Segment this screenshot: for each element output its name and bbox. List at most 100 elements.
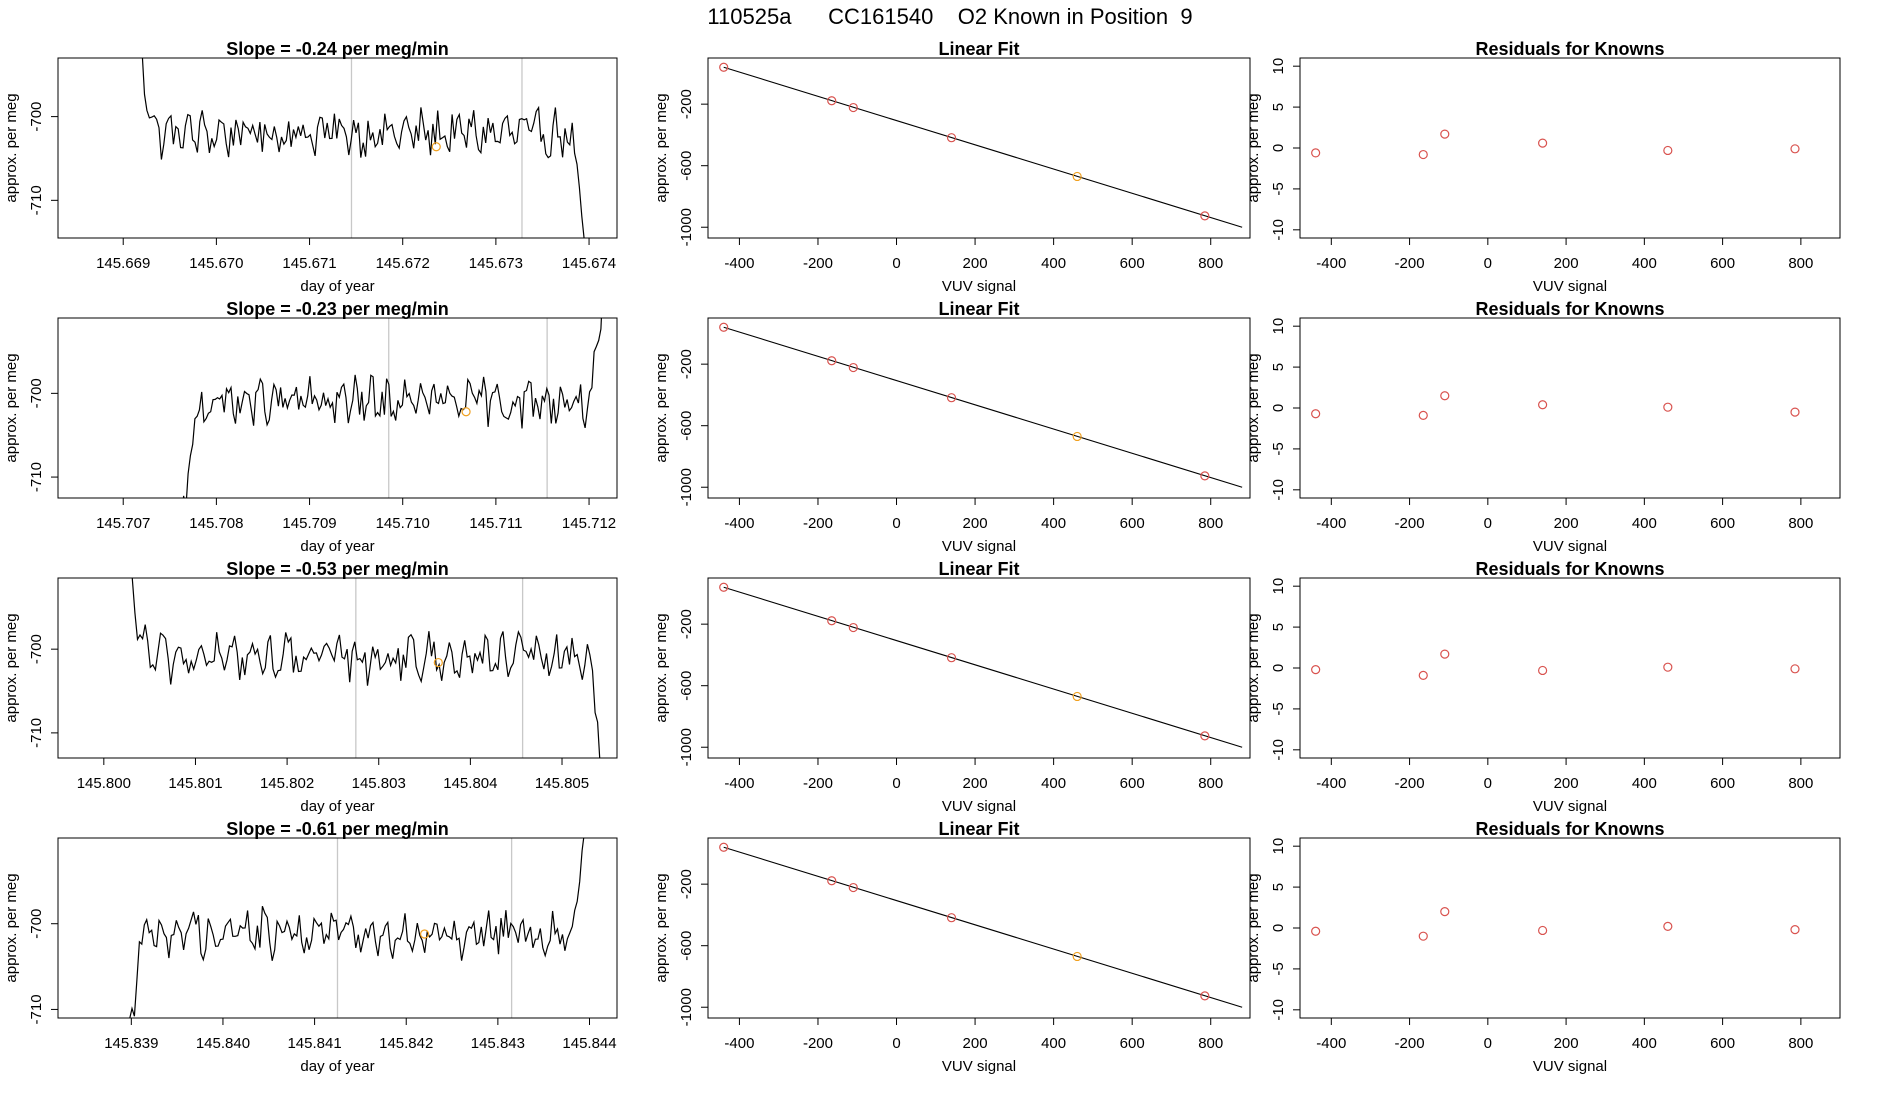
y-tick-label: 10 xyxy=(1270,838,1287,855)
x-tick-label: 0 xyxy=(1484,1035,1492,1052)
y-tick-label: -10 xyxy=(1270,479,1287,501)
panel-title: Residuals for Knowns xyxy=(1475,299,1664,319)
y-tick-label: -700 xyxy=(28,909,45,939)
residual-point xyxy=(1311,148,1321,158)
x-tick-label: 145.710 xyxy=(376,515,430,532)
y-tick-label: -700 xyxy=(28,634,45,664)
y-tick-label: -5 xyxy=(1270,702,1287,715)
fit-point xyxy=(946,133,957,143)
plot-frame xyxy=(707,317,1251,499)
x-tick-label: 200 xyxy=(963,515,988,532)
y-tick-label: 5 xyxy=(1270,103,1287,111)
x-tick-label: 400 xyxy=(1632,775,1657,792)
x-axis-label: day of year xyxy=(300,1058,374,1075)
panel-title: Slope = -0.23 per meg/min xyxy=(226,299,449,319)
y-tick-label: -5 xyxy=(1270,182,1287,195)
panel-r2-c2: Linear Fit VUV signal approx. per meg -400 -… xyxy=(653,299,1251,555)
x-tick-label: 800 xyxy=(1788,515,1813,532)
fit-point xyxy=(719,62,729,72)
known-marker xyxy=(431,142,441,152)
x-axis-label: VUV signal xyxy=(942,278,1016,295)
residual-point xyxy=(1440,907,1450,917)
x-tick-label: -200 xyxy=(1395,775,1425,792)
plot-area xyxy=(129,838,585,1018)
panel-title: Residuals for Knowns xyxy=(1475,819,1664,839)
x-axis-label: day of year xyxy=(300,538,374,555)
residual-point xyxy=(1311,926,1321,936)
series-trace xyxy=(141,58,585,238)
fit-point xyxy=(848,102,858,113)
x-tick-label: 400 xyxy=(1632,255,1657,272)
x-tick-label: 200 xyxy=(1554,515,1579,532)
residual-point xyxy=(1538,400,1548,410)
x-tick-label: 400 xyxy=(1041,1035,1066,1052)
panel-title: Slope = -0.61 per meg/min xyxy=(226,819,449,839)
x-tick-label: -200 xyxy=(803,1035,833,1052)
x-tick-label: -200 xyxy=(1395,1035,1425,1052)
x-tick-label: 600 xyxy=(1710,775,1735,792)
plot-area xyxy=(719,582,1243,748)
panel-title: Linear Fit xyxy=(938,819,1019,839)
x-tick-label: -200 xyxy=(1395,515,1425,532)
x-tick-label: -200 xyxy=(803,255,833,272)
x-tick-label: 0 xyxy=(892,515,900,532)
panel-title: Residuals for Knowns xyxy=(1475,39,1664,59)
x-tick-label: 0 xyxy=(1484,255,1492,272)
y-tick-label: 0 xyxy=(1270,404,1287,412)
x-tick-label: 145.841 xyxy=(287,1035,341,1052)
panel-title: Linear Fit xyxy=(938,559,1019,579)
x-axis-label: day of year xyxy=(300,278,374,295)
fit-point xyxy=(719,582,729,592)
fit-point xyxy=(1072,171,1082,182)
y-tick-label: -10 xyxy=(1270,999,1287,1021)
x-tick-label: 145.672 xyxy=(376,255,430,272)
x-tick-label: 145.671 xyxy=(282,255,336,272)
residual-point xyxy=(1790,144,1800,154)
fit-point xyxy=(1072,431,1082,442)
fit-point xyxy=(827,356,837,366)
y-tick-label: -600 xyxy=(678,151,695,181)
y-tick-label: -710 xyxy=(28,718,45,748)
x-tick-label: 145.708 xyxy=(189,515,243,532)
y-tick-label: 0 xyxy=(1270,924,1287,932)
x-axis-label: VUV signal xyxy=(942,538,1016,555)
x-tick-label: 800 xyxy=(1198,515,1223,532)
y-tick-label: -5 xyxy=(1270,962,1287,975)
plot-area xyxy=(719,842,1243,1008)
y-tick-label: 0 xyxy=(1270,144,1287,152)
x-tick-label: 145.670 xyxy=(189,255,243,272)
residual-point xyxy=(1790,407,1800,417)
plot-area xyxy=(719,322,1243,488)
x-axis-label: VUV signal xyxy=(942,1058,1016,1075)
plot-frame xyxy=(57,317,618,499)
y-tick-label: 10 xyxy=(1270,58,1287,75)
x-tick-label: 0 xyxy=(1484,515,1492,532)
known-marker xyxy=(433,657,443,668)
y-axis-label: approx. per meg xyxy=(3,353,20,462)
plot-area xyxy=(719,62,1243,228)
y-axis-label: approx. per meg xyxy=(1245,93,1262,202)
panel-r1-c2: Linear Fit VUV signal approx. per meg -400 -… xyxy=(653,39,1251,295)
x-tick-label: 145.805 xyxy=(535,775,589,792)
residual-point xyxy=(1418,670,1428,680)
x-tick-label: 145.800 xyxy=(77,775,131,792)
panel-r3-c3: Residuals for Knowns VUV signal approx. pe… xyxy=(1245,559,1841,815)
panel-title: Residuals for Knowns xyxy=(1475,559,1664,579)
y-axis-label: approx. per meg xyxy=(653,353,670,462)
x-tick-label: 800 xyxy=(1198,775,1223,792)
x-tick-label: 600 xyxy=(1710,255,1735,272)
residual-point xyxy=(1440,391,1450,401)
y-tick-label: -5 xyxy=(1270,442,1287,455)
y-tick-label: -710 xyxy=(28,994,45,1024)
x-tick-label: 400 xyxy=(1632,1035,1657,1052)
plot-frame xyxy=(1299,57,1841,239)
x-tick-label: 145.843 xyxy=(471,1035,525,1052)
residual-point xyxy=(1311,665,1321,675)
panel-r2-c1: Slope = -0.23 per meg/min day of year appr… xyxy=(3,299,618,555)
x-tick-label: 0 xyxy=(892,255,900,272)
plot-frame xyxy=(57,57,618,239)
y-axis-label: approx. per meg xyxy=(1245,613,1262,722)
fit-point xyxy=(1200,211,1210,221)
fit-line xyxy=(723,326,1243,488)
y-tick-label: -1000 xyxy=(678,988,695,1026)
